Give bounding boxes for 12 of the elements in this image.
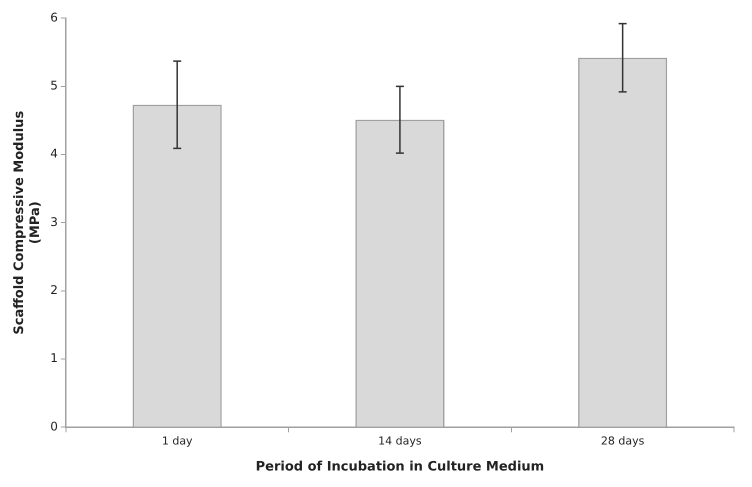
- y-tick-label: 0: [50, 419, 58, 434]
- y-tick-label: 4: [50, 146, 58, 161]
- y-tick-label: 5: [50, 78, 58, 92]
- x-axis-title: Period of Incubation in Culture Medium: [256, 460, 544, 475]
- x-tick-label: 28 days: [600, 434, 645, 448]
- x-tick-label: 14 days: [378, 434, 422, 448]
- x-tick-label: 1 day: [162, 434, 194, 448]
- y-axis-title: Scaffold Compressive Modulus (MPa): [12, 110, 43, 335]
- y-tick-label: 3: [50, 214, 58, 229]
- y-tick-label: 2: [50, 282, 58, 297]
- y-tick-label: 6: [50, 10, 58, 24]
- y-tick-label: 1: [50, 351, 58, 366]
